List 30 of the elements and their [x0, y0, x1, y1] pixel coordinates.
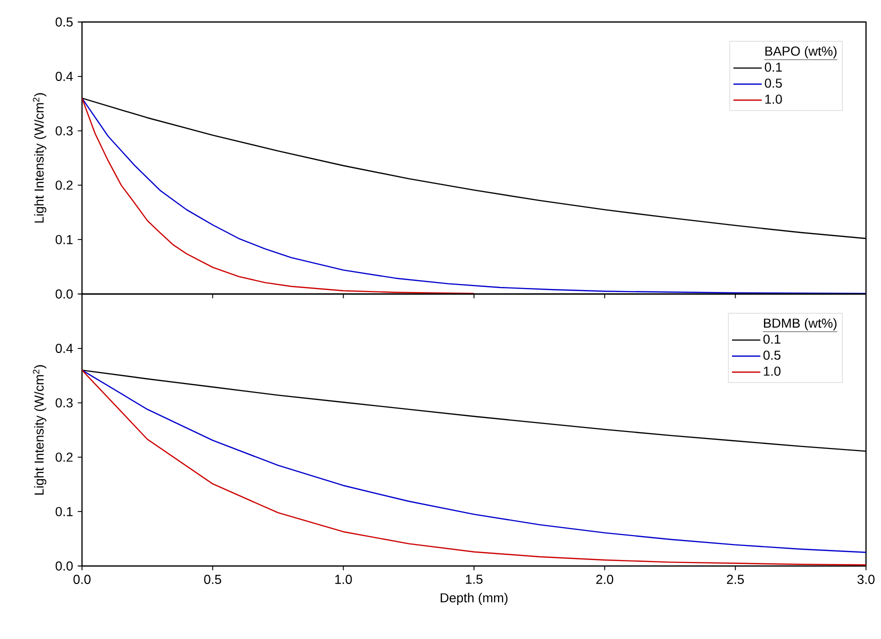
y-tick-label: 0.4: [56, 344, 73, 353]
x-tick-label: 2.5: [726, 574, 744, 584]
y-tick-label: 0.5: [56, 17, 73, 27]
y-tick-label: 0.0: [56, 561, 73, 571]
legend-label: 0.1: [763, 334, 780, 344]
y-tick-label: 0.3: [56, 126, 73, 136]
x-tick-label: 2.0: [596, 574, 614, 584]
legend-title: BAPO (wt%): [765, 46, 836, 58]
legend-label: 0.5: [763, 350, 780, 360]
x-tick-label: 1.0: [335, 574, 352, 584]
line-series: [82, 98, 475, 294]
x-tick-label: 0.0: [73, 574, 91, 584]
legend-label: 1.0: [765, 94, 782, 104]
y-tick-label: 0.4: [56, 72, 73, 81]
y-tick-label: 0.2: [56, 180, 73, 190]
y-tick-label: 0.0: [56, 289, 73, 299]
y-axis-title: Light Intensity (W/cm$^{2}$): [32, 93, 46, 223]
x-tick-label: 1.5: [466, 574, 482, 584]
y-tick-label: 0.1: [56, 234, 73, 244]
x-tick-label: 0.5: [204, 574, 222, 584]
x-axis-title: Depth (mm): [440, 592, 508, 605]
y-tick-label: 0.1: [56, 506, 73, 516]
y-axis-title: Light Intensity (W/cm$^{2}$): [32, 365, 46, 495]
y-tick-label: 0.3: [56, 398, 73, 408]
legend-title: BDMB (wt%): [764, 318, 836, 330]
y-tick-label: 0.2: [56, 452, 73, 462]
legend-label: 0.5: [764, 78, 782, 88]
legend-label: 1.0: [764, 366, 780, 376]
legend-label: 0.1: [764, 62, 782, 72]
x-tick-label: 3.0: [857, 574, 875, 584]
